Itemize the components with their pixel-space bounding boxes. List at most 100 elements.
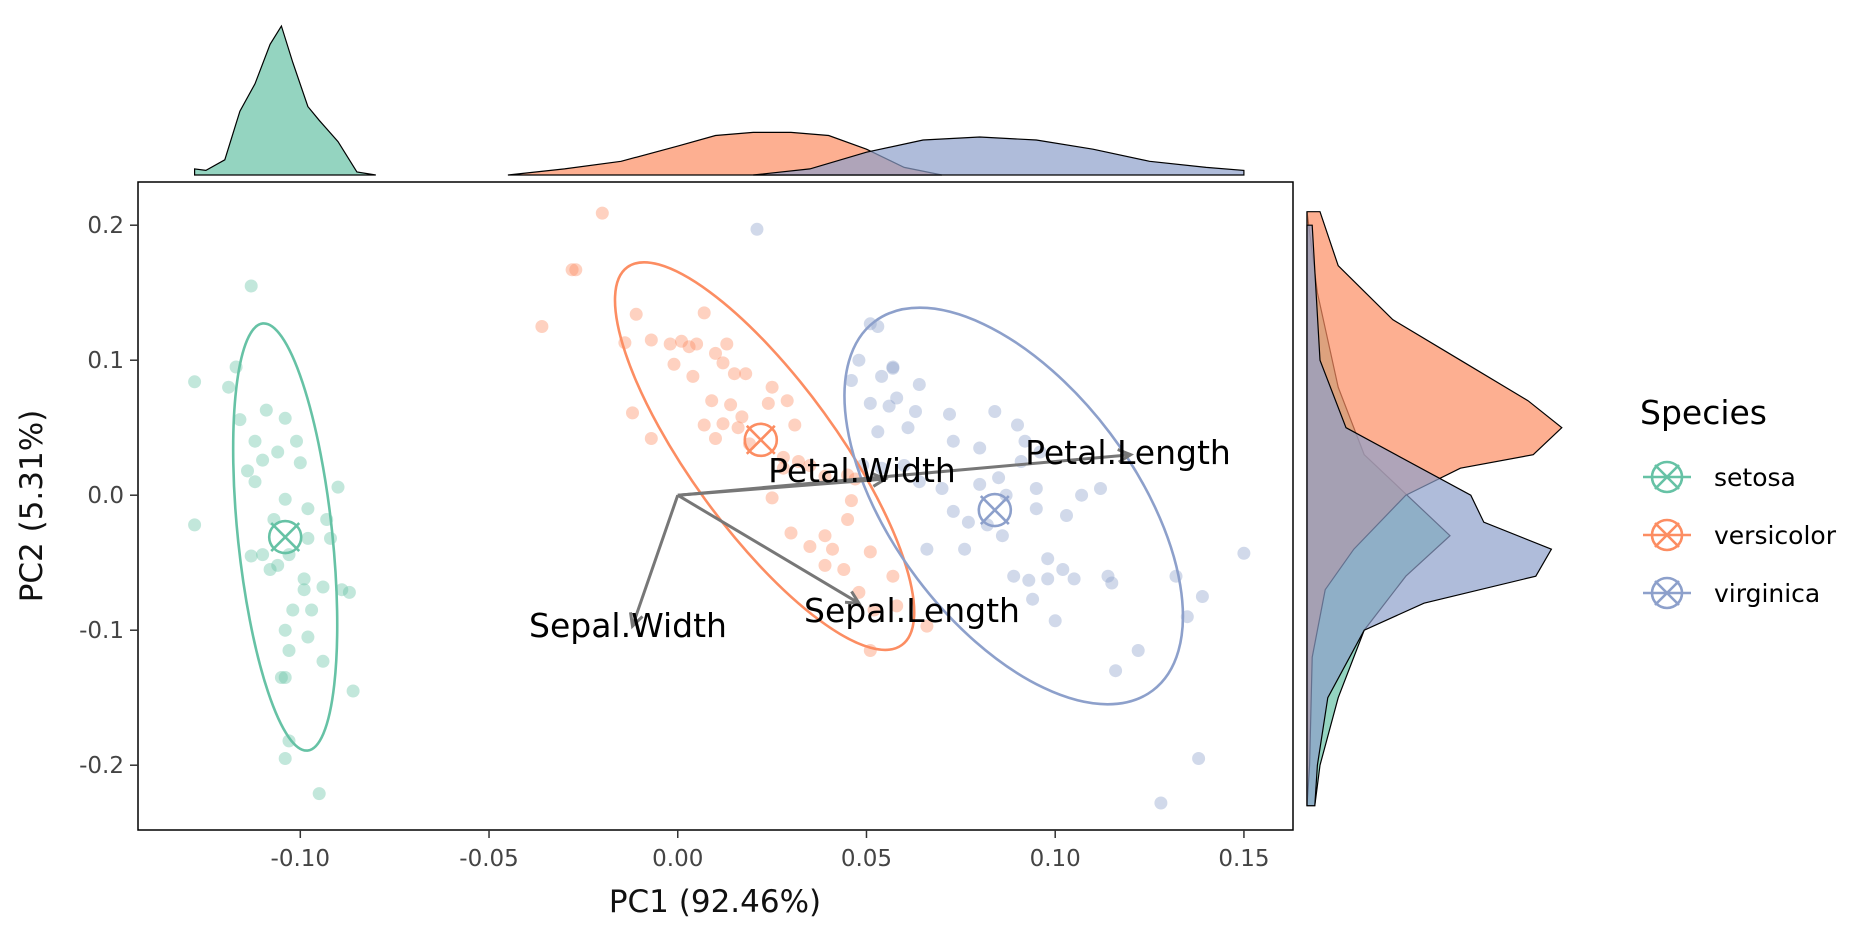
data-point-versicolor bbox=[716, 417, 730, 431]
data-point-virginica bbox=[958, 542, 972, 556]
data-point-setosa bbox=[297, 572, 311, 586]
data-point-virginica bbox=[852, 353, 866, 367]
loading-label-Petal.Length: Petal.Length bbox=[1025, 433, 1231, 472]
data-point-versicolor bbox=[682, 340, 696, 354]
data-point-versicolor bbox=[535, 320, 549, 333]
data-point-virginica bbox=[912, 475, 926, 489]
loading-label-Sepal.Width: Sepal.Width bbox=[529, 606, 727, 645]
data-point-versicolor bbox=[629, 307, 643, 321]
density-x-setosa bbox=[194, 24, 376, 176]
data-point-setosa bbox=[244, 549, 258, 563]
data-point-setosa bbox=[271, 558, 285, 572]
data-point-versicolor bbox=[818, 558, 832, 572]
loading-label-Petal.Width: Petal.Width bbox=[768, 451, 956, 490]
data-point-versicolor bbox=[731, 421, 745, 435]
data-point-versicolor bbox=[818, 529, 832, 543]
data-point-versicolor bbox=[686, 369, 700, 383]
data-point-versicolor bbox=[709, 432, 722, 445]
data-point-virginica bbox=[1192, 752, 1206, 765]
data-point-setosa bbox=[312, 787, 326, 801]
data-point-virginica bbox=[875, 369, 889, 383]
y-tick-label: 0.0 bbox=[87, 483, 124, 509]
data-point-versicolor bbox=[920, 619, 934, 633]
legend-key-cross-setosa bbox=[1654, 464, 1680, 490]
data-point-virginica bbox=[1041, 572, 1055, 586]
data-point-setosa bbox=[301, 531, 315, 545]
data-point-setosa bbox=[278, 623, 292, 637]
data-point-virginica bbox=[901, 421, 915, 435]
data-point-setosa bbox=[274, 671, 288, 684]
data-point-versicolor bbox=[739, 367, 753, 381]
data-point-setosa bbox=[301, 630, 315, 644]
data-point-virginica bbox=[1007, 569, 1021, 583]
loading-arrowhead-Sepal.Length bbox=[844, 590, 862, 605]
data-point-virginica bbox=[1018, 434, 1032, 448]
data-point-virginica bbox=[1067, 572, 1081, 586]
axes: -0.10 -0.05 0.00 0.05 0.10 0.15 -0.2 -0.1 0.0 0.1… bbox=[79, 213, 1269, 872]
centroid-cross-virginica bbox=[979, 495, 1010, 525]
data-point-setosa bbox=[305, 603, 319, 617]
data-point-setosa bbox=[278, 492, 292, 506]
x-tick-label: 0.10 bbox=[1030, 846, 1081, 872]
data-point-virginica bbox=[995, 529, 1009, 543]
legend-label-virginica: virginica bbox=[1714, 579, 1820, 608]
x-tick-label: 0.15 bbox=[1218, 846, 1269, 872]
legend-title: Species bbox=[1640, 393, 1767, 432]
ellipse-setosa bbox=[231, 322, 339, 752]
data-point-virginica bbox=[973, 477, 987, 491]
legend-key-cross-virginica bbox=[1654, 580, 1680, 606]
data-point-virginica bbox=[1131, 644, 1145, 657]
data-point-virginica bbox=[1060, 509, 1073, 522]
data-point-versicolor bbox=[841, 513, 855, 526]
data-point-versicolor bbox=[867, 603, 881, 617]
data-point-virginica bbox=[863, 396, 877, 410]
data-point-versicolor bbox=[735, 410, 749, 424]
data-point-versicolor bbox=[784, 526, 798, 540]
data-point-virginica bbox=[1029, 502, 1043, 516]
data-point-setosa bbox=[346, 684, 360, 698]
data-point-versicolor bbox=[644, 333, 658, 347]
data-point-virginica bbox=[856, 459, 870, 472]
legend-label-versicolor: versicolor bbox=[1714, 521, 1837, 550]
data-point-versicolor bbox=[705, 394, 719, 408]
data-point-versicolor bbox=[818, 469, 832, 483]
data-point-virginica bbox=[1029, 482, 1043, 495]
legend-key-circle-setosa bbox=[1650, 460, 1684, 494]
data-point-versicolor bbox=[863, 545, 877, 559]
data-point-virginica bbox=[750, 222, 764, 236]
y-tick-label: 0.1 bbox=[87, 348, 124, 374]
data-point-virginica bbox=[871, 425, 885, 439]
data-point-virginica bbox=[946, 434, 960, 448]
data-point-virginica bbox=[912, 378, 926, 391]
data-point-virginica bbox=[1237, 546, 1251, 560]
data-point-virginica bbox=[935, 482, 949, 495]
data-point-virginica bbox=[1075, 488, 1089, 502]
data-point-setosa bbox=[271, 445, 285, 459]
data-point-versicolor bbox=[803, 459, 817, 472]
data-point-setosa bbox=[301, 502, 315, 516]
scatter-points bbox=[188, 206, 1251, 810]
data-point-setosa bbox=[331, 480, 345, 494]
legend-key-cross-versicolor bbox=[1654, 522, 1680, 548]
x-axis-title: PC1 (92.46%) bbox=[609, 884, 821, 920]
data-point-setosa bbox=[316, 580, 330, 594]
data-point-versicolor bbox=[765, 380, 779, 394]
data-point-virginica bbox=[1011, 418, 1024, 432]
data-point-setosa bbox=[233, 413, 247, 427]
data-point-versicolor bbox=[720, 337, 734, 351]
data-point-virginica bbox=[1105, 576, 1119, 590]
data-point-virginica bbox=[890, 391, 904, 405]
data-point-virginica bbox=[886, 361, 900, 375]
data-point-virginica bbox=[988, 405, 1002, 418]
legend-label-setosa: setosa bbox=[1714, 463, 1796, 492]
data-point-versicolor bbox=[569, 263, 583, 277]
top-marginal-density bbox=[194, 24, 1245, 176]
data-point-versicolor bbox=[716, 356, 730, 370]
x-tick-label: 0.05 bbox=[841, 846, 892, 872]
data-point-virginica bbox=[1094, 482, 1107, 495]
data-point-virginica bbox=[973, 441, 987, 455]
data-point-versicolor bbox=[792, 455, 805, 468]
data-point-setosa bbox=[286, 603, 300, 617]
data-point-versicolor bbox=[803, 540, 817, 553]
data-point-virginica bbox=[992, 471, 1006, 485]
